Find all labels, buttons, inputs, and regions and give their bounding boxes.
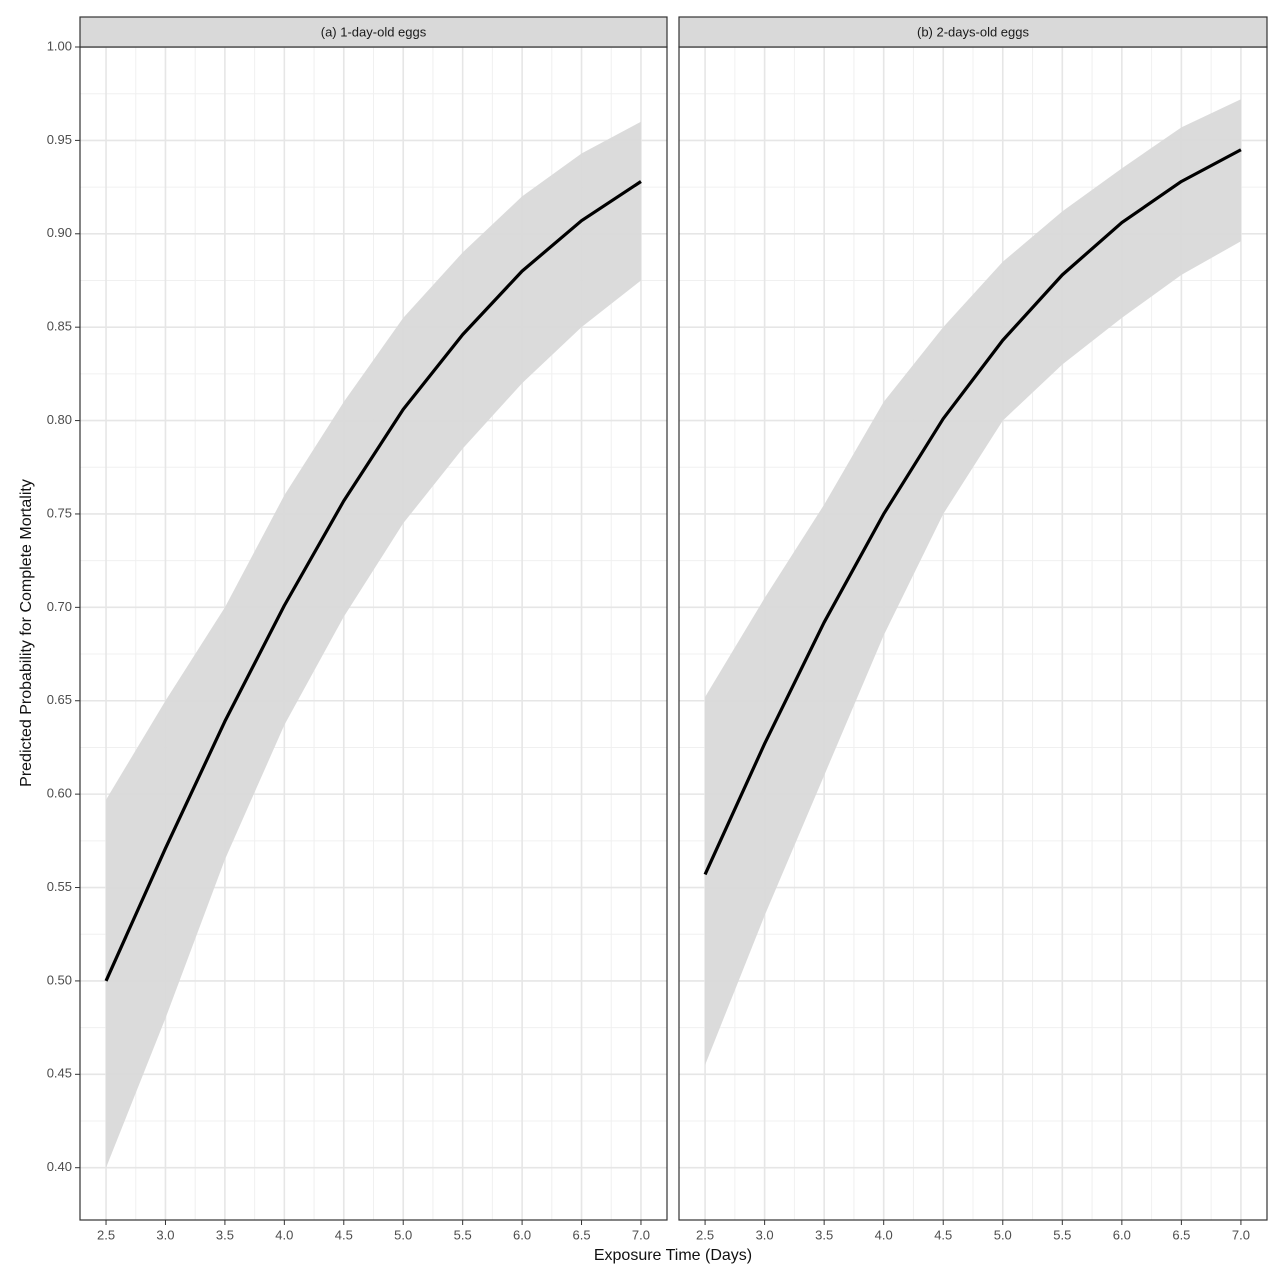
x-tick-label: 5.0 <box>394 1227 412 1242</box>
y-tick-label: 0.95 <box>47 132 72 147</box>
y-tick-label: 0.65 <box>47 692 72 707</box>
strip <box>79 16 668 48</box>
strip <box>678 16 1268 48</box>
confidence-band <box>705 99 1241 1065</box>
confidence-band <box>106 121 641 1168</box>
y-tick-label: 0.70 <box>47 599 72 614</box>
x-tick-label: 5.5 <box>454 1227 472 1242</box>
y-tick-label: 0.60 <box>47 786 72 801</box>
y-tick-label: 0.45 <box>47 1066 72 1081</box>
x-tick-label: 2.5 <box>696 1227 714 1242</box>
x-tick-label: 6.0 <box>1113 1227 1131 1242</box>
line <box>104 180 642 982</box>
x-tick-label: 4.5 <box>934 1227 952 1242</box>
line <box>703 148 1242 876</box>
x-axis-title: Exposure Time (Days) <box>594 1247 752 1264</box>
x-tick-label: 5.5 <box>1053 1227 1071 1242</box>
x-tick-label: 6.5 <box>1172 1227 1190 1242</box>
x-tick-label: 6.0 <box>513 1227 531 1242</box>
x-tick-label: 7.0 <box>632 1227 650 1242</box>
x-tick-label: 6.5 <box>572 1227 590 1242</box>
x-tick-label: 2.5 <box>97 1227 115 1242</box>
y-tick-label: 0.90 <box>47 225 72 240</box>
y-tick-label: 0.75 <box>47 505 72 520</box>
x-tick-label: 4.5 <box>335 1227 353 1242</box>
x-tick-label: 3.0 <box>156 1227 174 1242</box>
y-tick-label: 0.50 <box>47 972 72 987</box>
panel-title: (a) 1-day-old eggs <box>321 24 427 39</box>
y-axis-title: Predicted Probability for Complete Morta… <box>18 479 35 787</box>
panel-title: (b) 2-days-old eggs <box>917 24 1029 39</box>
y-tick-label: 0.55 <box>47 879 72 894</box>
x-tick-label: 4.0 <box>275 1227 293 1242</box>
y-tick-label: 0.85 <box>47 319 72 334</box>
y-tick-label: 0.80 <box>47 412 72 427</box>
x-tick-label: 3.5 <box>216 1227 234 1242</box>
x-tick-label: 7.0 <box>1232 1227 1250 1242</box>
x-tick-label: 3.0 <box>756 1227 774 1242</box>
x-tick-label: 5.0 <box>994 1227 1012 1242</box>
x-tick-label: 4.0 <box>875 1227 893 1242</box>
y-tick-label: 0.40 <box>47 1159 72 1174</box>
y-tick-label: 1.00 <box>47 38 72 53</box>
x-tick-label: 3.5 <box>815 1227 833 1242</box>
